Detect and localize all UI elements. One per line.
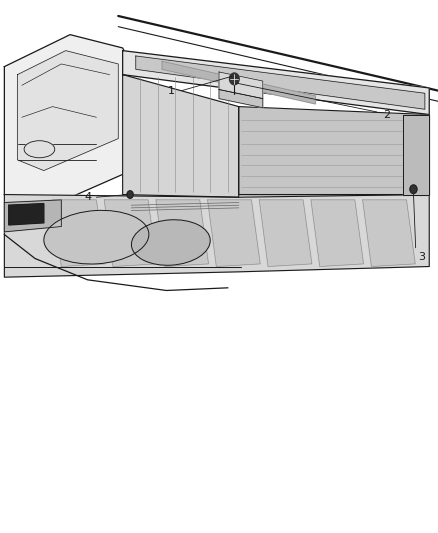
Text: 4: 4 — [85, 192, 92, 202]
Polygon shape — [4, 200, 61, 232]
Text: 2: 2 — [383, 110, 390, 119]
Polygon shape — [219, 90, 263, 108]
Polygon shape — [239, 107, 429, 195]
Text: 1: 1 — [168, 86, 175, 95]
Polygon shape — [18, 51, 118, 171]
Polygon shape — [4, 195, 429, 277]
Circle shape — [410, 185, 417, 193]
Polygon shape — [123, 51, 429, 115]
Polygon shape — [104, 200, 157, 266]
Circle shape — [127, 191, 133, 198]
Ellipse shape — [131, 220, 210, 265]
Polygon shape — [136, 56, 425, 109]
Polygon shape — [259, 200, 312, 266]
Ellipse shape — [24, 141, 55, 158]
Polygon shape — [4, 35, 131, 205]
Ellipse shape — [44, 211, 149, 264]
Polygon shape — [9, 204, 44, 225]
Polygon shape — [53, 200, 105, 266]
Polygon shape — [208, 200, 260, 266]
Polygon shape — [123, 75, 239, 197]
Polygon shape — [162, 61, 315, 104]
Polygon shape — [363, 200, 415, 266]
Polygon shape — [311, 200, 364, 266]
Polygon shape — [156, 200, 208, 266]
Circle shape — [230, 73, 239, 85]
Polygon shape — [219, 72, 263, 99]
Text: 3: 3 — [418, 252, 425, 262]
Polygon shape — [403, 115, 429, 195]
